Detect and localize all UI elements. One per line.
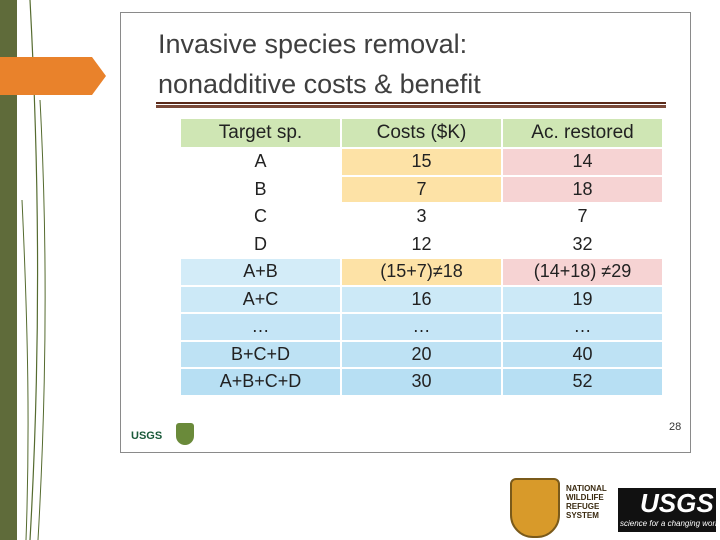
table-cell: … <box>501 312 664 342</box>
table-cell: B+C+D <box>179 339 342 369</box>
table-cell: A <box>179 147 342 177</box>
table-row: D 12 32 <box>179 229 664 259</box>
table-cell: 40 <box>501 339 664 369</box>
slide-title: Invasive species removal: <box>158 29 468 59</box>
table-cell: 14 <box>501 147 664 177</box>
table-cell: A+B+C+D <box>179 367 342 397</box>
slide: Invasive species removal: nonadditive co… <box>120 12 691 453</box>
title-rule <box>156 102 666 105</box>
table-cell: 18 <box>501 174 664 204</box>
table-cell: 16 <box>340 284 503 314</box>
table-row: B 7 18 <box>179 174 664 204</box>
table-cell: C <box>179 202 342 232</box>
slide-title: nonadditive costs & benefit <box>158 69 481 99</box>
table-cell: 12 <box>340 229 503 259</box>
table-cell: 52 <box>501 367 664 397</box>
refuge-logo: NATIONAL WILDLIFE REFUGE SYSTEM <box>566 484 607 520</box>
table-cell: A+B <box>179 257 342 287</box>
table-cell: 3 <box>340 202 503 232</box>
usgs-text: USGS <box>640 488 714 518</box>
page-number: 28 <box>669 421 682 433</box>
table-cell: … <box>179 312 342 342</box>
table-cell: 20 <box>340 339 503 369</box>
table-row: B+C+D 20 40 <box>179 339 664 369</box>
table-cell: 7 <box>501 202 664 232</box>
table-row: A+C 16 19 <box>179 284 664 314</box>
table-cell: B <box>179 174 342 204</box>
table-cell: 30 <box>340 367 503 397</box>
table-cell: D <box>179 229 342 259</box>
table-cell: 19 <box>501 284 664 314</box>
table-cell: A+C <box>179 284 342 314</box>
fws-badge <box>510 478 560 538</box>
table-row: A+B (15+7)≠18 (14+18) ≠29 <box>179 257 664 287</box>
cost-table: Target sp. Costs ($K) Ac. restored A 15 14 B 7 1… <box>179 117 664 397</box>
table-row: ……… <box>179 312 664 342</box>
table-row: A+B+C+D 30 52 <box>179 367 664 397</box>
header-cell: Ac. restored <box>501 117 664 149</box>
header-cell: Target sp. <box>179 117 342 149</box>
table-cell: 32 <box>501 229 664 259</box>
table-cell: 15 <box>340 147 503 177</box>
table-row: A 15 14 <box>179 147 664 177</box>
header-cell: Costs ($K) <box>340 117 503 149</box>
table-cell: (15+7)≠18 <box>340 257 503 287</box>
table-cell: (14+18) ≠29 <box>501 257 664 287</box>
usgs-tagline: science for a changing world <box>620 519 720 528</box>
slide-logo: USGS <box>131 430 163 442</box>
fws-icon <box>176 423 194 445</box>
table-cell: 7 <box>340 174 503 204</box>
table-cell: … <box>340 312 503 342</box>
usgs-logo: USGS science for a changing world <box>618 488 720 532</box>
